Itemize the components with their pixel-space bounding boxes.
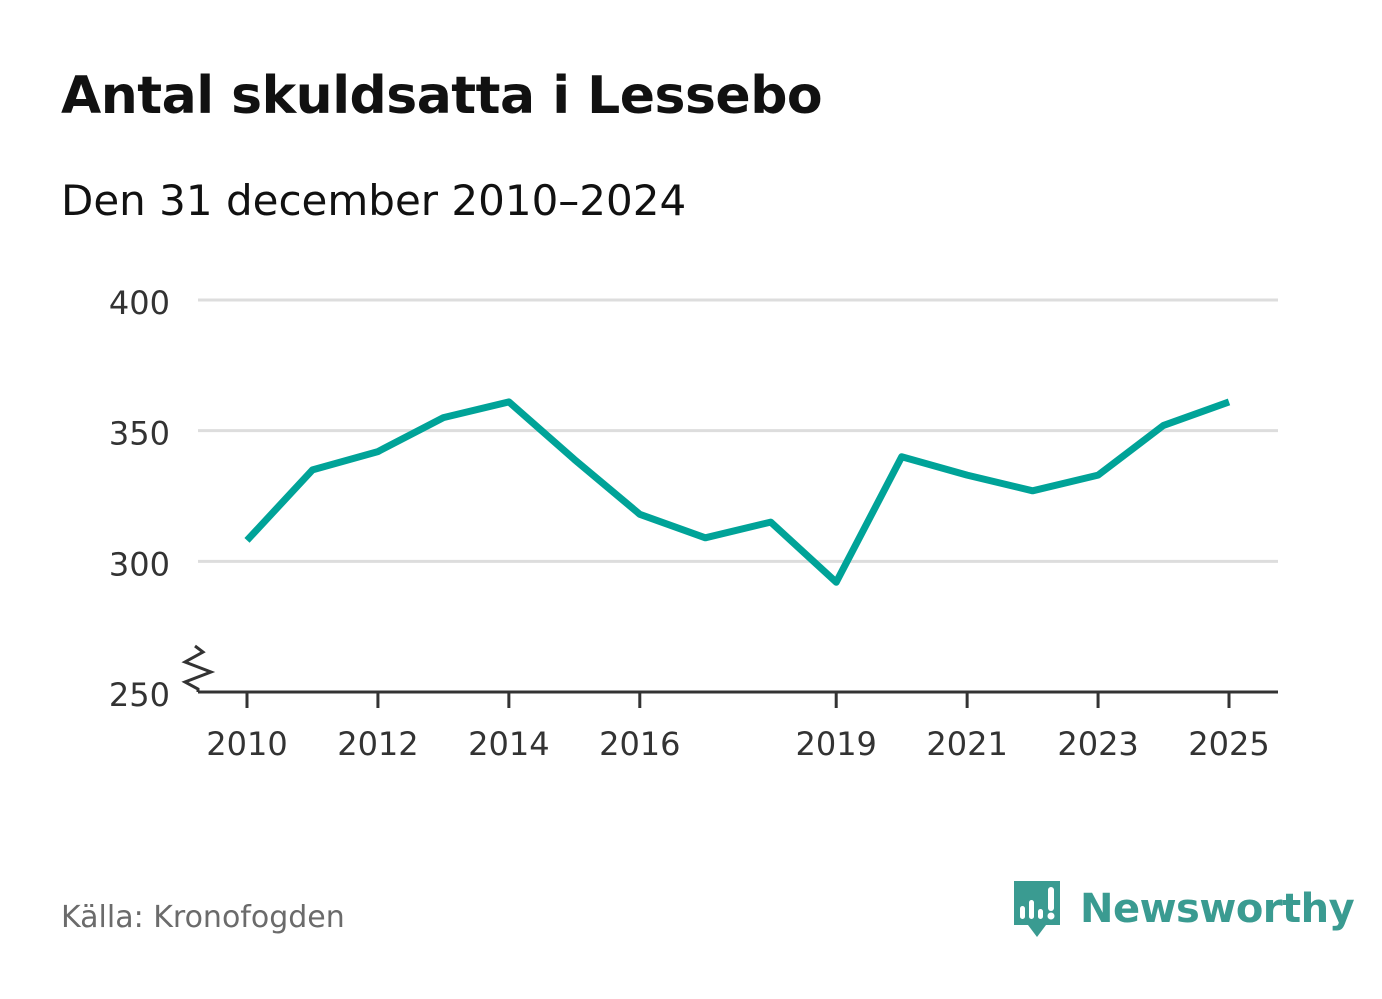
brand-name: Newsworthy <box>1080 886 1355 932</box>
chart-title: Antal skuldsatta i Lessebo <box>61 66 823 126</box>
x-tick-label-2016: 2016 <box>599 725 680 763</box>
grid-lines <box>198 298 1278 563</box>
x-tick-label-2012: 2012 <box>337 725 418 763</box>
brand[interactable]: Newsworthy <box>1012 879 1355 939</box>
series-line-0 <box>244 398 1231 586</box>
x-tick-label-2014: 2014 <box>468 725 549 763</box>
y-tick-label-350: 350 <box>109 415 170 453</box>
series-layer <box>244 398 1231 586</box>
x-tick-label-2010: 2010 <box>206 725 287 763</box>
line-chart: 250 300 350 400 2010 2012 2014 2016 2019 2021 2023… <box>109 284 1278 763</box>
y-tick-label-250: 250 <box>109 676 170 714</box>
x-tick-label-2023: 2023 <box>1057 725 1138 763</box>
x-tick-label-2025: 2025 <box>1188 725 1269 763</box>
x-tick-label-2021: 2021 <box>926 725 1007 763</box>
source-note: Källa: Kronofogden <box>61 900 345 935</box>
x-tick-label-2019: 2019 <box>795 725 876 763</box>
bar-chart-bubble-icon <box>1014 881 1060 937</box>
y-tick-label-300: 300 <box>109 545 170 583</box>
y-tick-label-400: 400 <box>109 284 170 322</box>
chart-subtitle: Den 31 december 2010–2024 <box>61 176 687 225</box>
axes: 250 300 350 400 2010 2012 2014 2016 2019 2021 2023… <box>109 284 1278 763</box>
zigzag-axis-break-icon <box>181 644 216 692</box>
